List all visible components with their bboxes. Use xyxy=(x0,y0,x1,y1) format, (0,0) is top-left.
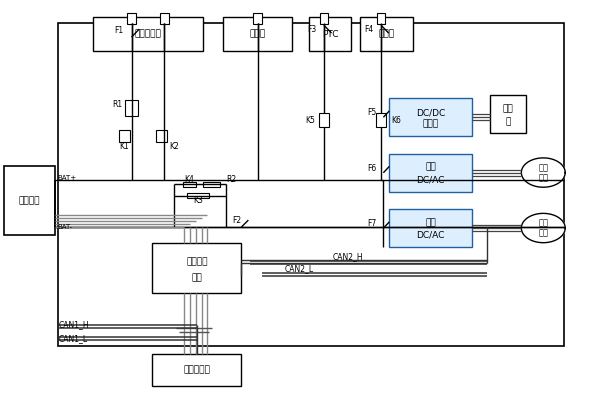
Text: K3: K3 xyxy=(193,196,203,205)
Text: 电机: 电机 xyxy=(538,173,548,182)
Text: BAT+: BAT+ xyxy=(58,175,77,181)
Text: CAN1_L: CAN1_L xyxy=(59,334,88,343)
Text: DC/AC: DC/AC xyxy=(416,231,445,239)
Text: CAN2_L: CAN2_L xyxy=(284,265,314,273)
Text: 油泵: 油泵 xyxy=(425,218,436,227)
Text: K5: K5 xyxy=(305,116,315,125)
Text: 电机: 电机 xyxy=(538,229,548,238)
Bar xyxy=(389,209,472,247)
Bar xyxy=(152,354,241,386)
Text: R2: R2 xyxy=(226,175,236,184)
Text: K4: K4 xyxy=(184,175,194,184)
Bar xyxy=(125,101,138,116)
Bar xyxy=(119,130,130,142)
Bar xyxy=(253,13,262,24)
Text: K2: K2 xyxy=(170,142,179,150)
Polygon shape xyxy=(521,158,565,187)
Bar xyxy=(377,13,385,24)
Text: 气泵: 气泵 xyxy=(425,163,436,172)
Bar xyxy=(375,113,386,127)
Bar xyxy=(152,243,241,292)
Bar xyxy=(183,182,196,187)
Bar xyxy=(58,23,564,346)
Bar xyxy=(93,17,203,51)
Bar xyxy=(490,95,525,133)
Text: 模块: 模块 xyxy=(192,273,202,282)
Text: F5: F5 xyxy=(367,108,376,117)
Bar xyxy=(360,17,413,51)
Text: K6: K6 xyxy=(392,116,402,125)
Bar xyxy=(187,193,209,198)
Text: 气泵: 气泵 xyxy=(538,163,548,172)
Text: R1: R1 xyxy=(112,100,123,109)
Bar xyxy=(389,154,472,192)
Bar xyxy=(4,166,55,235)
Text: 蓄电: 蓄电 xyxy=(502,104,513,113)
Bar xyxy=(160,13,168,24)
Text: CAN1_H: CAN1_H xyxy=(59,321,89,330)
Text: 变换器: 变换器 xyxy=(422,120,439,128)
Text: 整车控制器: 整车控制器 xyxy=(183,365,210,374)
Text: PTC: PTC xyxy=(322,30,339,39)
Text: 池: 池 xyxy=(505,117,511,126)
Text: BAT-: BAT- xyxy=(58,224,73,230)
Polygon shape xyxy=(521,213,565,243)
Bar xyxy=(318,113,329,127)
Bar xyxy=(320,13,328,24)
Text: 电驱处理器: 电驱处理器 xyxy=(134,30,161,39)
Text: 压缩机: 压缩机 xyxy=(378,30,394,39)
Text: K1: K1 xyxy=(120,142,129,150)
Bar xyxy=(127,13,136,24)
Bar xyxy=(224,17,292,51)
Text: 动力电池: 动力电池 xyxy=(19,196,40,205)
Bar xyxy=(389,99,472,136)
Bar xyxy=(156,130,167,142)
Text: 高压控制: 高压控制 xyxy=(186,257,208,267)
Text: DC/AC: DC/AC xyxy=(416,175,445,184)
Text: CAN2_H: CAN2_H xyxy=(333,253,364,261)
Text: F3: F3 xyxy=(308,25,317,34)
Bar xyxy=(309,17,351,51)
Text: F4: F4 xyxy=(365,25,374,34)
Text: F1: F1 xyxy=(115,26,124,35)
Bar xyxy=(203,182,220,187)
Text: DC/DC: DC/DC xyxy=(416,108,446,117)
Text: 油泵: 油泵 xyxy=(538,218,548,227)
Text: F7: F7 xyxy=(367,219,376,228)
Text: F6: F6 xyxy=(367,164,376,172)
Text: 增程器: 增程器 xyxy=(249,30,265,39)
Text: F2: F2 xyxy=(232,216,241,225)
